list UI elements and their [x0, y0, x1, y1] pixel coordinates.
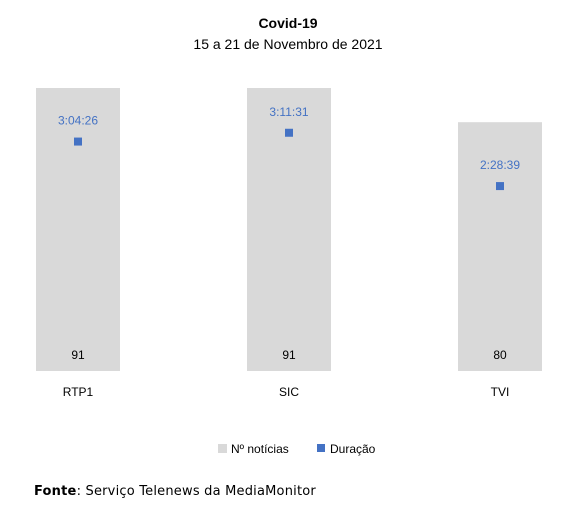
legend: Nº notícias Duração: [218, 442, 376, 456]
legend-label-duracao: Duração: [330, 442, 376, 456]
bar-rtp1: [36, 87, 120, 372]
source-text: : Serviço Telenews da MediaMonitor: [76, 484, 316, 499]
duration-label-tvi: 2:28:39: [480, 158, 520, 172]
duration-marker-tvi: [496, 182, 504, 191]
category-label-tvi: TVI: [491, 385, 510, 399]
legend-label-noticias: Nº notícias: [231, 442, 289, 456]
duration-label-sic: 3:11:31: [269, 105, 308, 119]
source-note: Fonte: Serviço Telenews da MediaMonitor: [34, 484, 316, 499]
duration-marker-sic: [285, 128, 293, 137]
legend-swatch-noticias: [218, 444, 227, 453]
category-label-rtp1: RTP1: [63, 385, 94, 399]
duration-marker-rtp1: [74, 137, 82, 146]
source-label: Fonte: [34, 484, 77, 499]
bar-value-label-tvi: 80: [493, 348, 507, 362]
chart-subtitle: 15 a 21 de Novembro de 2021: [193, 36, 382, 52]
bar-tvi: [458, 122, 542, 371]
duration-label-rtp1: 3:04:26: [58, 114, 98, 128]
bar-value-label-sic: 91: [282, 348, 296, 362]
category-label-sic: SIC: [279, 385, 299, 399]
bars-layer: 91 91 80: [36, 87, 542, 372]
bar-value-label-rtp1: 91: [71, 348, 85, 362]
markers-layer: 3:04:26 3:11:31 2:28:39: [58, 105, 520, 191]
category-labels: RTP1 SIC TVI: [63, 385, 510, 399]
chart-title: Covid-19: [258, 15, 317, 31]
legend-swatch-duracao: [317, 444, 325, 452]
